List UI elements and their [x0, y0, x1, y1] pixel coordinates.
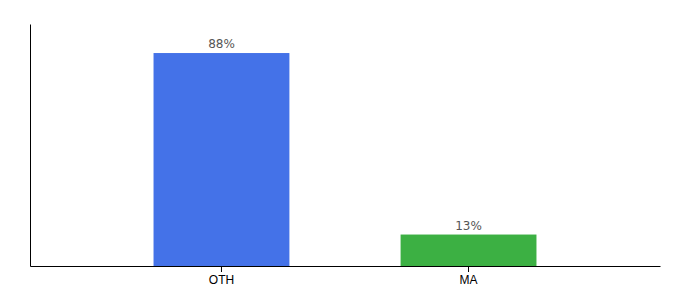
bars — [154, 53, 537, 266]
x-tick-mark — [221, 266, 222, 272]
bar — [154, 53, 290, 266]
data-labels: 88% 13% — [208, 37, 482, 233]
x-axis: OTH MA — [31, 266, 661, 287]
x-tick: OTH — [209, 266, 234, 287]
data-label: 88% — [208, 37, 235, 51]
x-tick-mark — [468, 266, 469, 272]
chart-svg: OTH MA 88% 13% — [0, 0, 680, 300]
y-axis — [30, 25, 31, 267]
plot-area: OTH MA 88% 13% — [31, 25, 661, 287]
x-tick-label: MA — [460, 273, 478, 287]
x-tick-label: OTH — [209, 273, 234, 287]
data-label: 13% — [455, 219, 482, 233]
bar — [401, 235, 537, 266]
chart-container: OTH MA 88% 13% — [0, 0, 680, 300]
x-tick: MA — [460, 266, 478, 287]
y-axis-line — [30, 25, 31, 267]
x-axis-line — [31, 266, 661, 267]
